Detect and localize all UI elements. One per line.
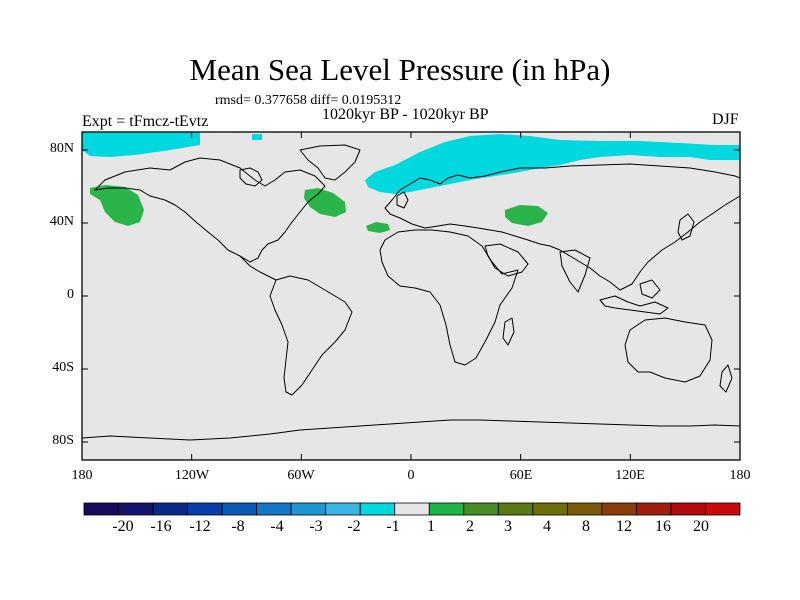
colorbar-swatch	[187, 502, 223, 516]
colorbar	[83, 502, 741, 516]
colorbar-label: 8	[582, 518, 590, 535]
lat-label-40n: 40N	[49, 214, 74, 229]
coast-africa	[379, 229, 519, 366]
colorbar-swatch	[463, 502, 499, 516]
coast-hudson-bay	[239, 167, 263, 187]
colorbar-label: 12	[616, 518, 632, 535]
colorbar-label: -1	[386, 518, 400, 535]
negative-anomaly-regions	[82, 132, 740, 194]
coastlines	[81, 144, 741, 441]
colorbar-swatch	[532, 502, 568, 516]
colorbar-swatch	[359, 502, 396, 516]
colorbar-swatch	[221, 502, 258, 516]
colorbar-label: -20	[112, 518, 134, 535]
colorbar-swatch	[636, 502, 672, 516]
colorbar-swatch	[705, 502, 741, 516]
lon-label-180e: 180	[729, 468, 751, 483]
lon-label-120e: 120E	[615, 468, 645, 483]
colorbar-swatch	[394, 502, 430, 516]
colorbar-label: 16	[655, 518, 671, 535]
colorbar-label: -12	[189, 518, 211, 535]
colorbar-label: -2	[347, 518, 361, 535]
colorbar-swatch	[670, 502, 706, 516]
coast-new-zealand	[719, 364, 733, 393]
lat-label-80n: 80N	[49, 141, 74, 156]
colorbar-label: 20	[693, 518, 709, 535]
coast-indonesia	[599, 295, 669, 315]
positive-anomaly-regions	[90, 185, 548, 233]
colorbar-swatch	[325, 502, 361, 516]
stats-line: rmsd= 0.377658 diff= 0.0195312	[215, 93, 402, 108]
lat-label-0: 0	[67, 287, 74, 302]
lon-label-60w: 60W	[287, 468, 315, 483]
colorbar-label: 1	[427, 518, 435, 535]
colorbar-swatch	[290, 502, 327, 516]
colorbar-swatch	[566, 502, 603, 516]
coast-india	[559, 249, 591, 293]
coast-madagascar	[502, 317, 515, 346]
coast-central-america	[239, 255, 277, 281]
experiment-label: Expt = tFmcz-tEvtz	[82, 113, 209, 130]
colorbar-swatch	[428, 502, 465, 516]
coast-eurasia	[384, 163, 741, 291]
lon-label-180w: 180	[71, 468, 93, 483]
colorbar-label: 4	[543, 518, 551, 535]
colorbar-label: 2	[466, 518, 474, 535]
lon-label-60e: 60E	[509, 468, 533, 483]
coast-borneo	[639, 279, 661, 299]
colorbar-label: -3	[309, 518, 323, 535]
colorbar-swatch	[256, 502, 292, 516]
colorbar-swatch	[152, 502, 188, 516]
map-title: Mean Sea Level Pressure (in hPa)	[189, 52, 611, 87]
lat-label-40s: 40S	[52, 360, 74, 375]
colorbar-swatch	[497, 502, 534, 516]
coast-south-america	[269, 275, 353, 396]
coast-japan	[677, 213, 695, 241]
colorbar-label: 3	[504, 518, 512, 535]
lat-label-80s: 80S	[52, 433, 74, 448]
colorbar-label: -4	[270, 518, 284, 535]
axis-ticks	[81, 132, 741, 460]
season-label: DJF	[712, 111, 739, 128]
coast-antarctica	[81, 419, 741, 441]
coast-greenland	[299, 144, 361, 181]
colorbar-swatch	[83, 502, 119, 516]
colorbar-label: -8	[231, 518, 245, 535]
colorbar-label: -16	[150, 518, 172, 535]
coast-arabia	[484, 243, 529, 277]
lon-label-120w: 120W	[174, 468, 210, 483]
colorbar-swatch	[601, 502, 637, 516]
lon-label-0: 0	[407, 468, 415, 483]
coast-australia	[624, 317, 713, 383]
coast-uk	[396, 191, 409, 209]
coast-north-america	[94, 157, 326, 263]
period-subtitle: 1020kyr BP - 1020kyr BP	[322, 106, 489, 123]
colorbar-swatch	[118, 502, 154, 516]
